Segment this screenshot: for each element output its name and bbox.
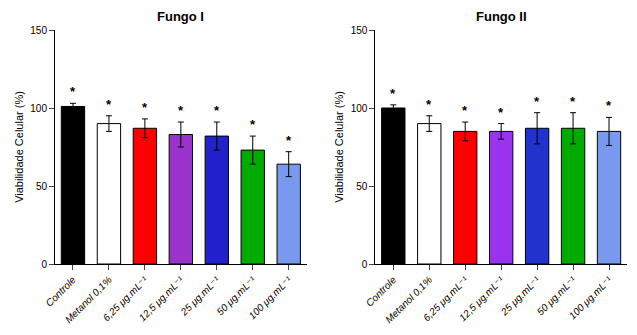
svg-text:*: * [178, 103, 184, 118]
svg-text:6,25 μg.mL⁻¹: 6,25 μg.mL⁻¹ [421, 274, 471, 324]
svg-text:150: 150 [351, 25, 368, 36]
svg-text:*: * [390, 86, 396, 101]
svg-text:*: * [106, 97, 112, 112]
svg-text:*: * [462, 103, 468, 118]
svg-text:Controle: Controle [43, 274, 78, 309]
svg-text:*: * [250, 117, 256, 132]
svg-text:Metanol 0,1%: Metanol 0,1% [383, 274, 434, 325]
svg-text:Fungo II: Fungo II [476, 9, 527, 24]
svg-text:150: 150 [30, 25, 47, 36]
svg-text:Viabilidade Celular (%): Viabilidade Celular (%) [333, 91, 345, 203]
svg-text:*: * [570, 94, 576, 109]
svg-text:Metanol 0,1%: Metanol 0,1% [63, 274, 114, 325]
svg-text:*: * [426, 97, 432, 112]
svg-text:*: * [142, 100, 148, 115]
svg-text:100: 100 [351, 103, 368, 114]
svg-text:50 μg.mL⁻¹: 50 μg.mL⁻¹ [214, 274, 258, 318]
svg-text:*: * [534, 94, 540, 109]
svg-text:100 μg.mL⁻¹: 100 μg.mL⁻¹ [567, 274, 615, 322]
svg-text:6,25 μg.mL⁻¹: 6,25 μg.mL⁻¹ [101, 274, 151, 324]
svg-text:*: * [70, 84, 76, 99]
svg-text:25 μg.mL⁻¹: 25 μg.mL⁻¹ [178, 274, 222, 318]
svg-text:50: 50 [36, 181, 48, 192]
svg-text:25 μg.mL⁻¹: 25 μg.mL⁻¹ [498, 274, 542, 318]
svg-text:0: 0 [362, 259, 368, 270]
svg-text:*: * [286, 133, 292, 148]
svg-text:12,5 μg.mL⁻¹: 12,5 μg.mL⁻¹ [457, 274, 507, 324]
svg-text:Controle: Controle [364, 274, 399, 309]
svg-text:50: 50 [356, 181, 368, 192]
svg-text:0: 0 [41, 259, 47, 270]
svg-text:50 μg.mL⁻¹: 50 μg.mL⁻¹ [535, 274, 579, 318]
svg-text:*: * [606, 98, 612, 113]
svg-text:Viabilidade Celular (%): Viabilidade Celular (%) [13, 91, 25, 203]
svg-text:Fungo I: Fungo I [157, 9, 204, 24]
svg-text:*: * [214, 103, 220, 118]
svg-text:100 μg.mL⁻¹: 100 μg.mL⁻¹ [246, 274, 294, 322]
svg-text:100: 100 [30, 103, 47, 114]
svg-text:*: * [498, 105, 504, 120]
svg-text:12,5 μg.mL⁻¹: 12,5 μg.mL⁻¹ [137, 274, 187, 324]
